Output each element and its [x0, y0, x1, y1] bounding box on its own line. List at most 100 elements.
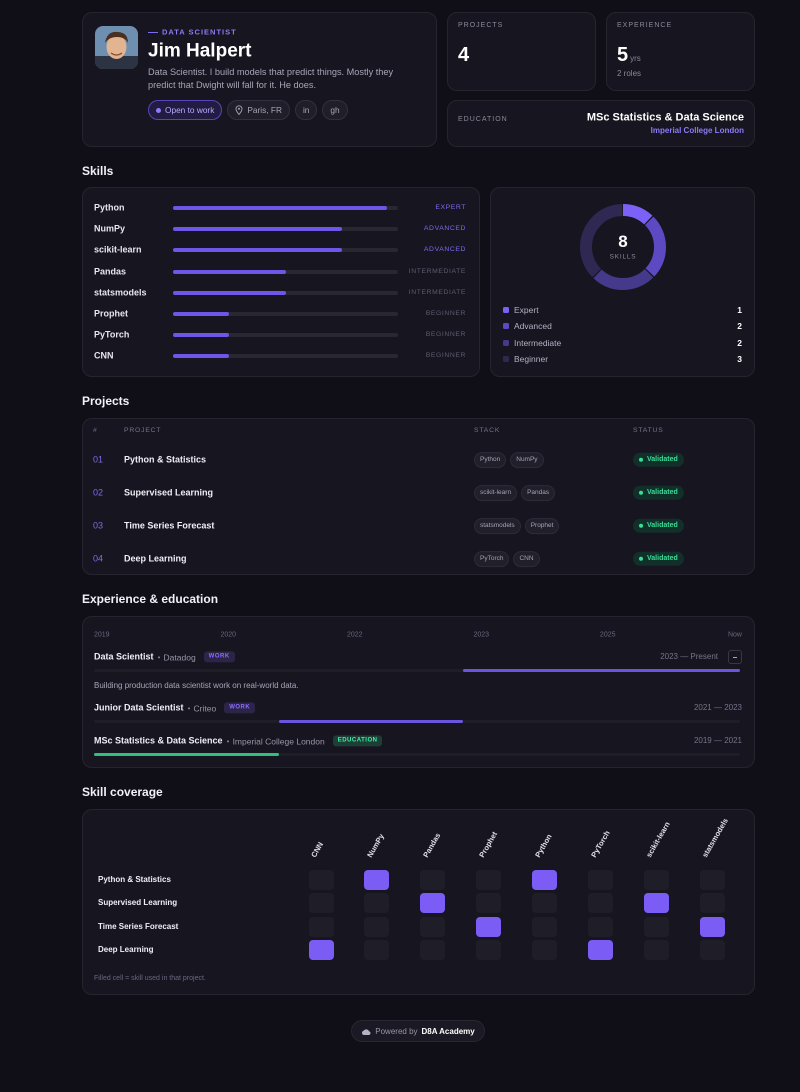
- project-id: 04: [93, 553, 104, 564]
- coverage-cell: [532, 940, 558, 961]
- skill-level: BEGINNER: [425, 331, 466, 339]
- stat-number: 5: [617, 44, 629, 66]
- coverage-cell: [364, 893, 390, 914]
- coverage-cell: [699, 916, 725, 937]
- collapse-button[interactable]: [728, 650, 742, 664]
- status-text: Validated: [647, 455, 678, 463]
- axis-label: Now: [727, 631, 742, 639]
- coverage-cell: [588, 870, 613, 890]
- stack-chip: CNN: [513, 551, 540, 567]
- skill-level: BEGINNER: [425, 352, 466, 360]
- skill-bar: [173, 248, 342, 253]
- project-name: Time Series Forecast: [124, 520, 215, 531]
- entry-kind: WORK: [203, 651, 235, 663]
- skill-name: Python: [94, 202, 125, 213]
- skill-name: Prophet: [94, 308, 129, 319]
- footer-prefix: Powered by: [375, 1026, 418, 1036]
- project-id: 03: [93, 520, 104, 531]
- skill-bar: [173, 269, 286, 274]
- skills-total: 8: [618, 232, 628, 251]
- footer-brand: D8A Academy: [421, 1026, 475, 1036]
- coverage-cell: [532, 893, 558, 914]
- column-header: PROJECT: [124, 426, 162, 434]
- column-header: STACK: [474, 426, 501, 434]
- project-name: Supervised Learning: [124, 487, 214, 498]
- coverage-cell: [588, 916, 613, 937]
- legend-swatch: [503, 355, 509, 362]
- entry-org: Imperial College London: [232, 735, 325, 746]
- column-header: STATUS: [633, 426, 664, 434]
- skill-bar: [173, 333, 230, 338]
- coverage-cell: [308, 870, 334, 890]
- status-text: Validated: [647, 521, 678, 529]
- stat-card: [447, 12, 596, 91]
- skill-track: [173, 290, 398, 295]
- timeline-track: [94, 669, 740, 672]
- coverage-cell: [420, 940, 446, 961]
- column-header: #: [93, 426, 98, 434]
- stat-value: 4: [458, 43, 469, 67]
- skill-bar: [173, 227, 342, 232]
- skill-level: INTERMEDIATE: [408, 288, 466, 296]
- skill-track: [173, 269, 398, 274]
- skill-bar: [173, 290, 286, 295]
- coverage-cell: [364, 916, 390, 937]
- stack: statsmodels Prophet: [474, 518, 560, 534]
- skill-level: INTERMEDIATE: [408, 267, 466, 275]
- legend-swatch: [503, 339, 509, 346]
- education-card: [447, 100, 755, 147]
- stat-card: [606, 12, 755, 91]
- education-label: EDUCATION: [458, 115, 508, 123]
- entry-period: 2019 — 2021: [693, 736, 742, 746]
- stat-number: 4: [458, 44, 470, 66]
- entry-org: Criteo: [193, 702, 217, 713]
- school: Imperial College London: [650, 126, 744, 136]
- role-line: [148, 32, 158, 33]
- coverage-cell: [532, 916, 558, 937]
- stack-chip: Pandas: [521, 485, 556, 501]
- coverage-cell: [308, 916, 334, 937]
- project-id: 01: [93, 454, 104, 465]
- coverage-cell: [699, 870, 725, 890]
- coverage-cell: [643, 893, 669, 914]
- skill-track: [173, 333, 398, 338]
- stack: scikit-learn Pandas: [474, 485, 556, 501]
- section-title: Skill coverage: [82, 784, 163, 799]
- stack-chip: NumPy: [510, 452, 544, 468]
- stack-chip: Prophet: [524, 518, 560, 534]
- axis-label: 2025: [599, 631, 616, 639]
- entry-header: Data Scientist Datadog WORK: [94, 651, 235, 663]
- donut-segment: [580, 204, 666, 290]
- donut-segment: [580, 204, 666, 290]
- timeline-bar: [463, 669, 740, 672]
- separator: [226, 740, 229, 742]
- name: Jim Halpert: [148, 40, 252, 62]
- coverage-cell: [588, 893, 613, 914]
- donut-segment: [580, 204, 666, 290]
- status: Validated: [633, 485, 684, 501]
- coverage-cell: [308, 940, 334, 961]
- row-label: Deep Learning: [98, 945, 154, 955]
- entry-role: Data Scientist: [94, 651, 154, 662]
- legend-count: 2: [737, 337, 742, 348]
- coverage-cell: [476, 940, 502, 961]
- skill-level: BEGINNER: [425, 309, 466, 317]
- legend-name: Expert: [514, 304, 539, 315]
- skill-bar: [173, 312, 230, 316]
- legend-swatch: [503, 307, 509, 313]
- axis-label: 2023: [473, 631, 490, 639]
- entry-header: Junior Data Scientist Criteo WORK: [94, 702, 256, 714]
- status: Validated: [633, 452, 684, 468]
- status-dot: [639, 523, 643, 528]
- skill-level: ADVANCED: [423, 246, 466, 254]
- skill-level: ADVANCED: [423, 225, 466, 233]
- coverage-cell: [588, 940, 613, 961]
- coverage-cell: [420, 870, 446, 890]
- legend-count: 3: [737, 353, 742, 364]
- axis-label: 2022: [346, 631, 363, 639]
- skill-track: [173, 312, 398, 316]
- skill-name: Pandas: [94, 266, 127, 277]
- skill-level: EXPERT: [435, 203, 466, 211]
- coverage-cell: [476, 916, 502, 937]
- coverage-cell: [643, 870, 669, 890]
